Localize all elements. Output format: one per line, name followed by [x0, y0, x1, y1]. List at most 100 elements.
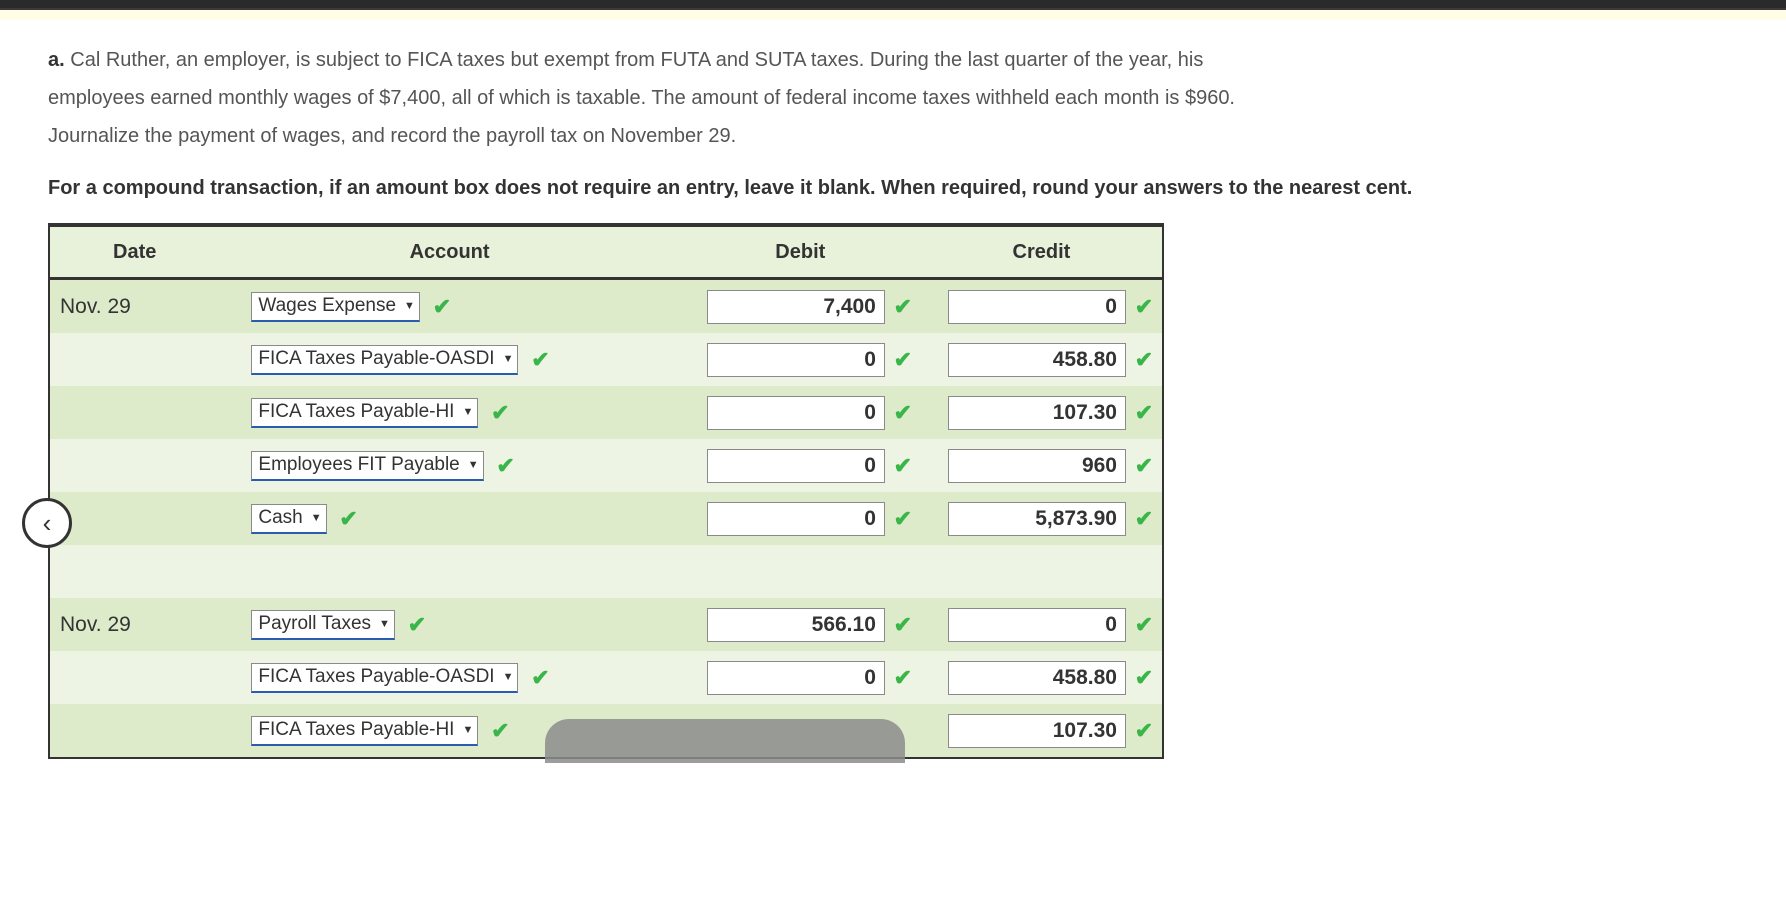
chevron-down-icon: ▼ — [379, 616, 390, 633]
account-select[interactable]: Cash▼ — [251, 504, 326, 534]
chevron-down-icon: ▼ — [462, 722, 473, 739]
check-icon: ✔ — [891, 608, 915, 641]
account-select[interactable]: Payroll Taxes ▼ — [251, 610, 395, 640]
chevron-down-icon: ▼ — [462, 404, 473, 421]
account-select-value: Wages Expense — [258, 292, 396, 321]
check-icon: ✔ — [1132, 290, 1156, 323]
cursor-shadow — [545, 719, 905, 763]
date-cell: Nov. 29 — [50, 609, 219, 641]
table-body: Nov. 29Wages Expense▼✔✔✔FICA Taxes Payab… — [50, 280, 1162, 757]
debit-cell: ✔ — [680, 290, 921, 324]
chevron-down-icon: ▼ — [468, 457, 479, 474]
account-select-value: Employees FIT Payable — [258, 451, 459, 480]
check-icon: ✔ — [891, 343, 915, 376]
table-row: FICA Taxes Payable-OASDI▼✔✔✔ — [50, 651, 1162, 704]
chevron-down-icon: ▼ — [503, 351, 514, 368]
header-credit: Credit — [921, 227, 1162, 277]
browser-topbar — [0, 0, 1786, 10]
credit-cell: ✔ — [921, 661, 1162, 695]
account-cell: FICA Taxes Payable-HI ▼ ✔ — [219, 396, 679, 429]
header-account: Account — [219, 227, 679, 277]
check-icon: ✔ — [488, 714, 512, 747]
account-select-value: FICA Taxes Payable-HI — [258, 398, 454, 427]
table-row: Employees FIT Payable ▼ ✔ ✔ ✔ — [50, 439, 1162, 492]
problem-line-1: Cal Ruther, an employer, is subject to F… — [70, 49, 1203, 71]
account-select[interactable]: FICA Taxes Payable-OASDI ▼ — [251, 345, 518, 375]
credit-input[interactable] — [948, 290, 1126, 324]
check-icon: ✔ — [891, 449, 915, 482]
debit-input[interactable] — [707, 449, 885, 483]
check-icon: ✔ — [488, 396, 512, 429]
problem-statement: a. Cal Ruther, an employer, is subject t… — [48, 45, 1738, 151]
header-debit: Debit — [680, 227, 921, 277]
table-row: Cash▼ ✔ ✔ ✔ — [50, 492, 1162, 545]
table-row: FICA Taxes Payable-OASDI▼✔✔✔ — [50, 333, 1162, 386]
account-select-value: FICA Taxes Payable-OASDI — [258, 663, 494, 692]
credit-cell: ✔ — [921, 343, 1162, 377]
check-icon: ✔ — [891, 396, 915, 429]
expand-toggle-button[interactable]: ‹ — [22, 498, 72, 548]
account-select[interactable]: Wages Expense▼ — [251, 292, 420, 322]
table-header-row: Date Account Debit Credit — [50, 227, 1162, 280]
check-icon: ✔ — [494, 449, 518, 482]
account-select[interactable]: FICA Taxes Payable-HI ▼ — [251, 398, 478, 428]
debit-cell: ✔ — [680, 449, 921, 483]
date-cell: Nov. 29 — [50, 291, 219, 323]
page-content: a. Cal Ruther, an employer, is subject t… — [0, 20, 1786, 759]
debit-input[interactable] — [707, 661, 885, 695]
problem-line-2: employees earned monthly wages of $7,400… — [48, 83, 1738, 113]
check-icon: ✔ — [430, 290, 454, 323]
check-icon: ✔ — [405, 608, 429, 641]
credit-input[interactable] — [948, 502, 1126, 536]
account-select[interactable]: FICA Taxes Payable-HI ▼ — [251, 716, 478, 746]
credit-input[interactable] — [948, 343, 1126, 377]
debit-input[interactable] — [707, 502, 885, 536]
check-icon: ✔ — [891, 502, 915, 535]
debit-cell: ✔ — [680, 502, 921, 536]
chevron-left-icon: ‹ — [43, 504, 52, 543]
check-icon: ✔ — [891, 661, 915, 694]
check-icon: ✔ — [1132, 449, 1156, 482]
debit-input[interactable] — [707, 343, 885, 377]
check-icon: ✔ — [1132, 396, 1156, 429]
check-icon: ✔ — [1132, 661, 1156, 694]
spacer-row — [50, 545, 1162, 598]
check-icon: ✔ — [1132, 343, 1156, 376]
account-cell: Employees FIT Payable ▼ ✔ — [219, 449, 679, 482]
credit-input[interactable] — [948, 449, 1126, 483]
check-icon: ✔ — [1132, 714, 1156, 747]
chevron-down-icon: ▼ — [503, 669, 514, 686]
credit-cell: ✔ — [921, 396, 1162, 430]
credit-input[interactable] — [948, 608, 1126, 642]
debit-input[interactable] — [707, 396, 885, 430]
account-cell: Wages Expense▼ ✔ — [219, 290, 679, 323]
credit-input[interactable] — [948, 661, 1126, 695]
instruction-text: For a compound transaction, if an amount… — [48, 173, 1738, 203]
account-select-value: Payroll Taxes — [258, 610, 371, 639]
debit-cell: ✔ — [680, 396, 921, 430]
debit-cell: ✔ — [680, 343, 921, 377]
header-date: Date — [50, 227, 219, 277]
credit-cell: ✔ — [921, 714, 1162, 748]
check-icon: ✔ — [891, 290, 915, 323]
account-cell: FICA Taxes Payable-OASDI▼✔ — [219, 661, 679, 694]
check-icon: ✔ — [337, 502, 361, 535]
debit-cell: ✔ — [680, 661, 921, 695]
problem-label: a. — [48, 49, 65, 71]
account-select-value: FICA Taxes Payable-OASDI — [258, 345, 494, 374]
debit-input[interactable] — [707, 608, 885, 642]
check-icon: ✔ — [1132, 608, 1156, 641]
credit-input[interactable] — [948, 396, 1126, 430]
table-row: Nov. 29 Wages Expense▼ ✔ ✔ ✔ — [50, 280, 1162, 333]
debit-cell: ✔ — [680, 608, 921, 642]
account-select-value: FICA Taxes Payable-HI — [258, 716, 454, 745]
credit-input[interactable] — [948, 714, 1126, 748]
problem-line-3: Journalize the payment of wages, and rec… — [48, 121, 1738, 151]
chevron-down-icon: ▼ — [311, 510, 322, 527]
account-select[interactable]: FICA Taxes Payable-OASDI ▼ — [251, 663, 518, 693]
account-cell: Payroll Taxes ▼ ✔ — [219, 608, 679, 641]
check-icon: ✔ — [1132, 502, 1156, 535]
debit-input[interactable] — [707, 290, 885, 324]
credit-cell: ✔ — [921, 608, 1162, 642]
account-select[interactable]: Employees FIT Payable ▼ — [251, 451, 483, 481]
